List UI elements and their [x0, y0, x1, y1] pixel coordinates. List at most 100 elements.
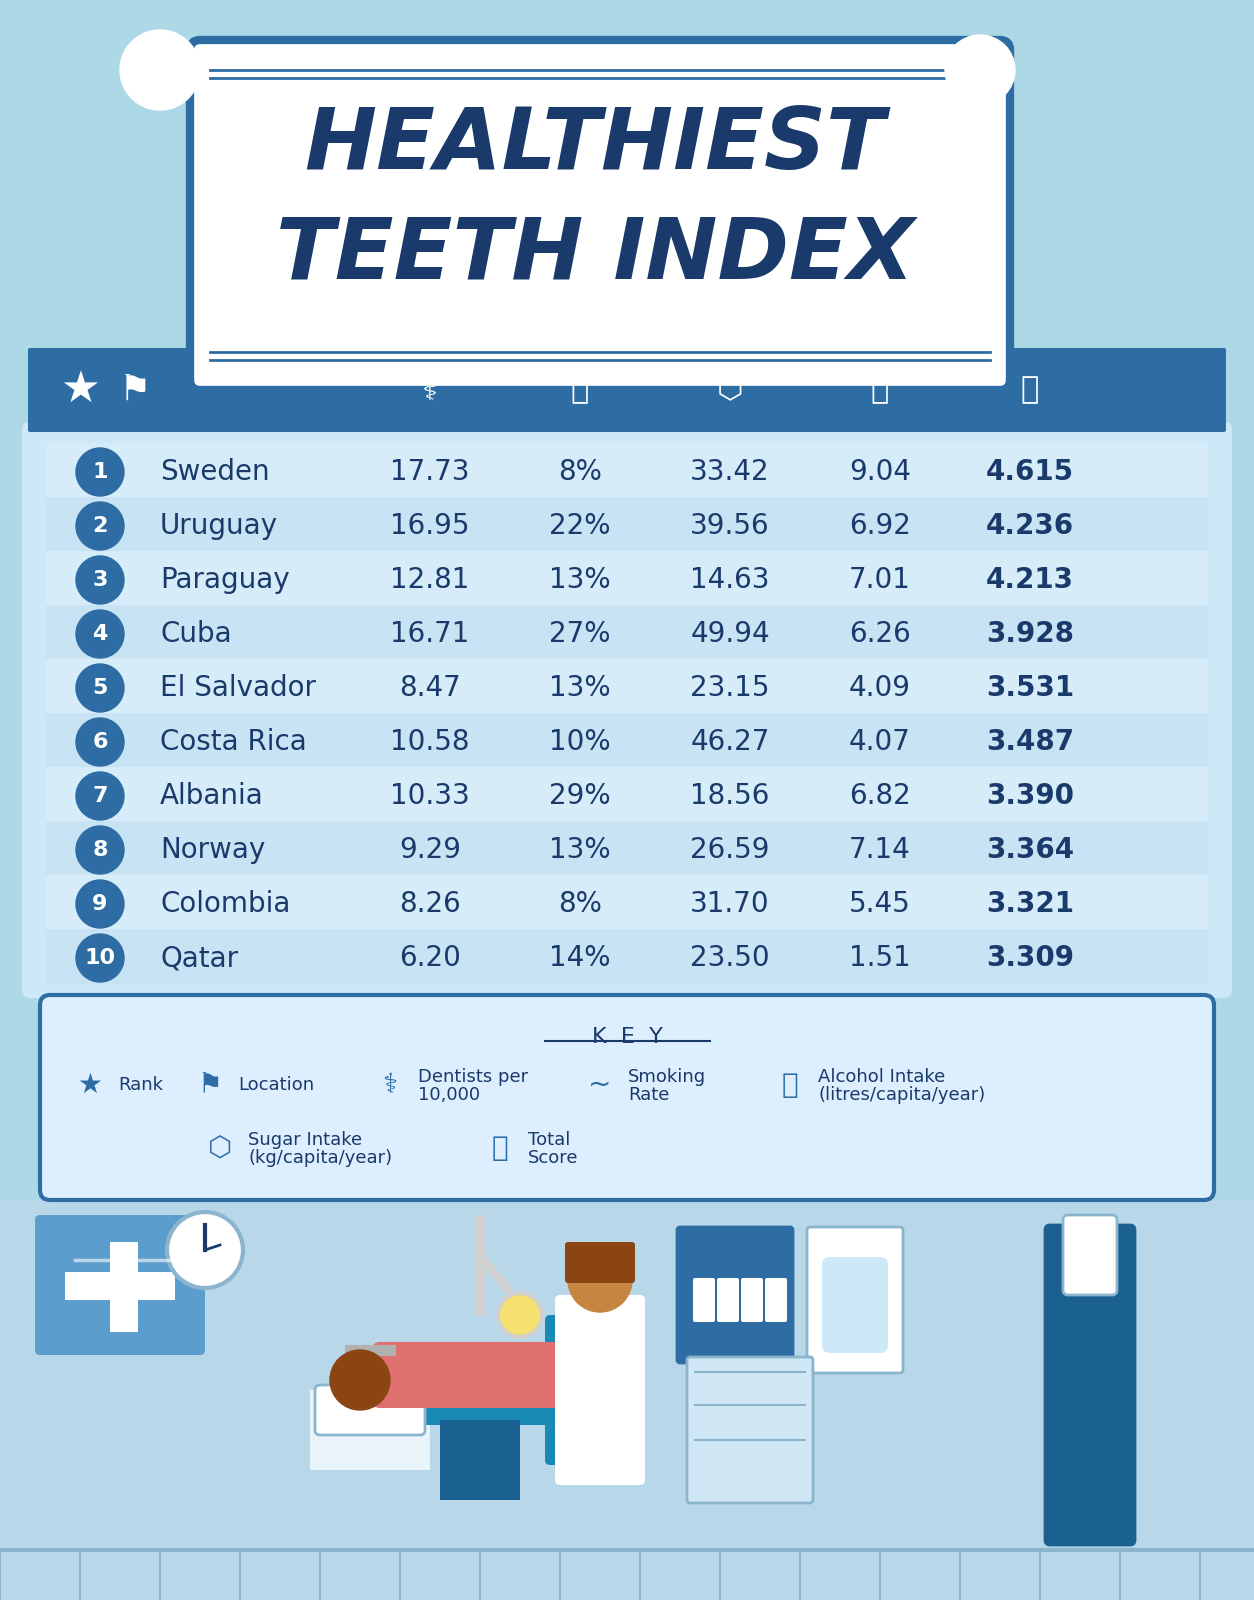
Text: Paraguay: Paraguay: [161, 566, 290, 594]
Text: ★: ★: [78, 1070, 103, 1099]
Text: 1.51: 1.51: [849, 944, 910, 971]
Text: 14%: 14%: [549, 944, 611, 971]
Text: 5: 5: [93, 678, 108, 698]
Circle shape: [76, 664, 124, 712]
FancyBboxPatch shape: [46, 550, 1208, 606]
FancyBboxPatch shape: [823, 1258, 888, 1354]
FancyBboxPatch shape: [28, 349, 1226, 432]
Text: 10.58: 10.58: [390, 728, 470, 757]
Text: 23.15: 23.15: [690, 674, 770, 702]
FancyBboxPatch shape: [693, 1278, 715, 1322]
Bar: [440, 1421, 520, 1501]
Text: 33.42: 33.42: [690, 458, 770, 486]
Text: ★: ★: [60, 368, 100, 411]
Text: HEALTHIEST: HEALTHIEST: [305, 104, 885, 187]
FancyBboxPatch shape: [556, 1294, 645, 1485]
FancyBboxPatch shape: [46, 498, 1208, 554]
FancyBboxPatch shape: [808, 1227, 903, 1373]
Text: Cuba: Cuba: [161, 619, 232, 648]
Text: Dentists per: Dentists per: [418, 1069, 528, 1086]
Text: ⚕: ⚕: [420, 373, 440, 406]
Text: 22%: 22%: [549, 512, 611, 541]
Text: 9: 9: [93, 894, 108, 914]
Text: ~: ~: [588, 1070, 612, 1099]
Text: 4.615: 4.615: [986, 458, 1075, 486]
Text: Alcohol Intake: Alcohol Intake: [818, 1069, 946, 1086]
FancyBboxPatch shape: [566, 1242, 635, 1283]
Text: 🍾: 🍾: [870, 376, 889, 405]
Text: 12.81: 12.81: [390, 566, 470, 594]
Text: Qatar: Qatar: [161, 944, 238, 971]
Text: 4: 4: [93, 624, 108, 643]
Text: 26.59: 26.59: [690, 835, 770, 864]
Circle shape: [167, 1213, 243, 1288]
Text: 6.26: 6.26: [849, 619, 910, 648]
Text: 3.928: 3.928: [986, 619, 1073, 648]
Text: 7.14: 7.14: [849, 835, 910, 864]
Text: 6: 6: [93, 733, 108, 752]
Text: 14.63: 14.63: [690, 566, 770, 594]
Text: 8: 8: [93, 840, 108, 861]
Text: 6.92: 6.92: [849, 512, 910, 541]
Text: 8%: 8%: [558, 890, 602, 918]
Text: 🍾: 🍾: [781, 1070, 799, 1099]
Text: (kg/capita/year): (kg/capita/year): [248, 1149, 393, 1166]
Text: 9.29: 9.29: [399, 835, 461, 864]
FancyBboxPatch shape: [191, 40, 1009, 390]
Text: TEETH INDEX: TEETH INDEX: [276, 213, 914, 296]
FancyBboxPatch shape: [717, 1278, 739, 1322]
Text: 4.07: 4.07: [849, 728, 910, 757]
Text: 3: 3: [93, 570, 108, 590]
Bar: [310, 1390, 430, 1470]
Text: 🏆: 🏆: [492, 1134, 508, 1162]
FancyBboxPatch shape: [46, 875, 1208, 931]
Text: Albania: Albania: [161, 782, 263, 810]
Text: 🏆: 🏆: [1021, 376, 1040, 405]
Text: 3.531: 3.531: [986, 674, 1075, 702]
Text: 17.73: 17.73: [390, 458, 470, 486]
Text: ⬡: ⬡: [208, 1134, 232, 1162]
Text: 13%: 13%: [549, 835, 611, 864]
Text: 4.236: 4.236: [986, 512, 1075, 541]
FancyBboxPatch shape: [46, 714, 1208, 770]
Text: 10%: 10%: [549, 728, 611, 757]
Text: 3.309: 3.309: [986, 944, 1073, 971]
FancyBboxPatch shape: [372, 1342, 568, 1408]
FancyBboxPatch shape: [1045, 1226, 1135, 1546]
Circle shape: [76, 502, 124, 550]
Text: 3.321: 3.321: [986, 890, 1073, 918]
FancyBboxPatch shape: [315, 1386, 425, 1435]
FancyBboxPatch shape: [46, 659, 1208, 715]
Text: 7: 7: [93, 786, 108, 806]
Text: 8.26: 8.26: [399, 890, 461, 918]
Text: Sweden: Sweden: [161, 458, 270, 486]
Text: 3.487: 3.487: [986, 728, 1075, 757]
Circle shape: [76, 718, 124, 766]
Text: Location: Location: [238, 1075, 314, 1094]
FancyBboxPatch shape: [741, 1278, 762, 1322]
Text: 3.390: 3.390: [986, 782, 1073, 810]
Bar: [110, 1242, 138, 1331]
Text: Costa Rica: Costa Rica: [161, 728, 307, 757]
Text: 2: 2: [93, 515, 108, 536]
FancyBboxPatch shape: [46, 605, 1208, 661]
Text: 23.50: 23.50: [690, 944, 770, 971]
Text: 10,000: 10,000: [418, 1086, 480, 1104]
Text: 4.213: 4.213: [986, 566, 1073, 594]
Circle shape: [76, 880, 124, 928]
FancyBboxPatch shape: [1063, 1214, 1117, 1294]
Text: 16.95: 16.95: [390, 512, 470, 541]
Circle shape: [76, 557, 124, 603]
Text: (litres/capita/year): (litres/capita/year): [818, 1086, 986, 1104]
Text: Score: Score: [528, 1149, 578, 1166]
FancyBboxPatch shape: [23, 422, 1231, 998]
Circle shape: [498, 1293, 542, 1338]
Text: 31.70: 31.70: [690, 890, 770, 918]
Circle shape: [76, 773, 124, 819]
Circle shape: [76, 826, 124, 874]
FancyBboxPatch shape: [677, 1227, 793, 1363]
Text: 46.27: 46.27: [690, 728, 770, 757]
Text: 13%: 13%: [549, 566, 611, 594]
Text: 4.09: 4.09: [849, 674, 910, 702]
Text: ⚑: ⚑: [198, 1070, 222, 1099]
